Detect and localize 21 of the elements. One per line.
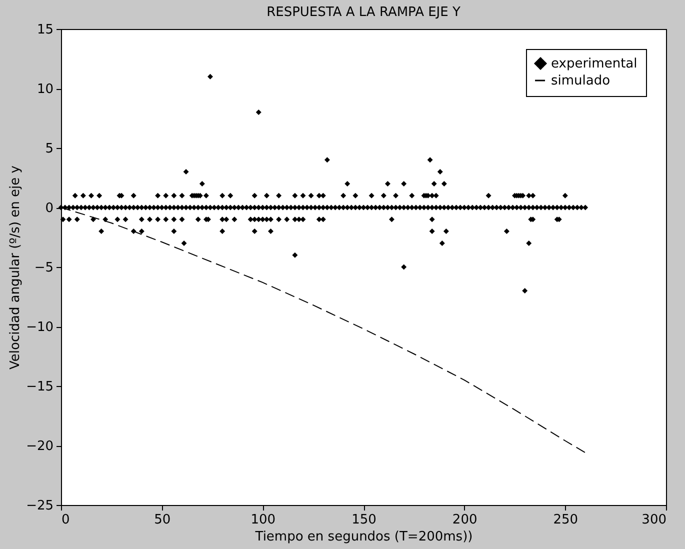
y-tick-label: −5 — [34, 260, 54, 276]
y-tick-label: −15 — [26, 380, 54, 394]
legend-label: simulado — [551, 74, 610, 88]
x-tick-label: 0 — [62, 512, 70, 528]
y-tick-label: 0 — [45, 201, 54, 216]
y-tick-label: −25 — [26, 498, 54, 514]
x-axis-title: Tiempo en segundos (T=200ms)) — [254, 530, 473, 544]
x-tick-label: 150 — [352, 512, 376, 528]
y-tick-label: −20 — [26, 439, 54, 454]
x-tick-label: 250 — [553, 512, 578, 528]
legend-label: experimental — [551, 56, 638, 72]
chart-title: RESPUESTA A LA RAMPA EJE Y — [266, 5, 460, 20]
x-tick-label: 300 — [642, 512, 666, 528]
y-tick-label: 15 — [36, 22, 54, 38]
y-tick-label: 10 — [36, 82, 54, 97]
y-axis-title: Velocidad angular (º/s) en eje y — [8, 165, 24, 370]
x-tick-label: 100 — [250, 512, 276, 528]
y-tick-label: 5 — [45, 142, 54, 156]
y-tick-label: −10 — [26, 320, 54, 335]
x-tick-label: 200 — [452, 512, 478, 528]
x-tick-label: 50 — [154, 512, 171, 528]
